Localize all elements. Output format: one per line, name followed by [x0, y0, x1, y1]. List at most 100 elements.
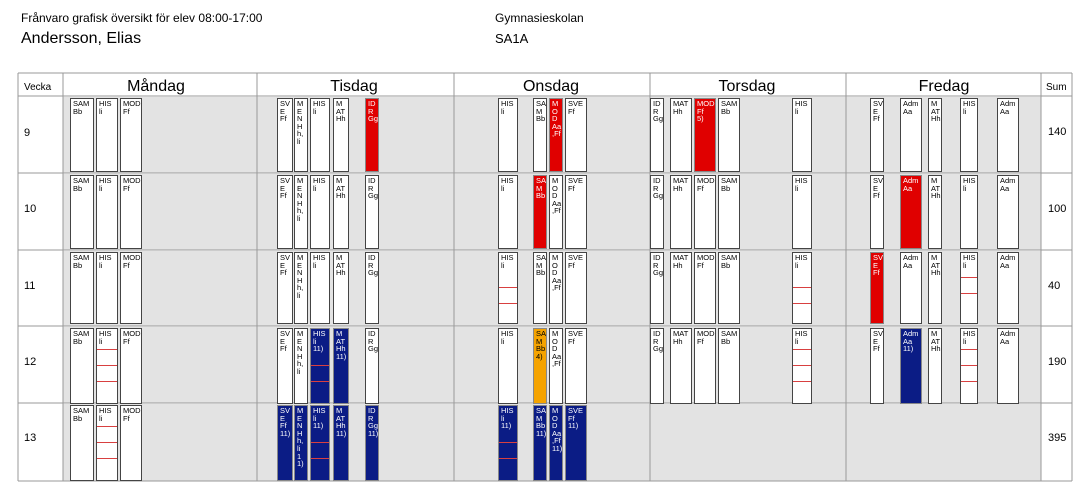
lesson-block: HIS li 11) — [498, 405, 518, 481]
lesson-block: Adm Aa — [997, 98, 1019, 172]
lesson-block: SVE Ff — [565, 98, 587, 172]
week-sum: 395 — [1048, 432, 1067, 444]
lesson-block: SV E Ff — [870, 175, 884, 249]
lesson-block: M O D Aa ,Ff — [549, 98, 563, 172]
lesson-block: M AT Hh 11) — [333, 405, 349, 481]
lesson-block: M E N H h, li — [294, 98, 308, 172]
lesson-block: HIS li — [498, 175, 518, 249]
week-label: 12 — [24, 356, 37, 368]
lesson-block: SAM Bb — [718, 328, 740, 404]
lesson-block: HIS li — [498, 328, 518, 404]
day-header-thursday: Torsdag — [718, 78, 776, 95]
lesson-block: M AT Hh — [928, 328, 942, 404]
lesson-block: Adm Aa — [997, 328, 1019, 404]
lesson-block: M AT Hh — [333, 98, 349, 172]
lesson-block: SAM Bb — [718, 98, 740, 172]
lesson-block: SV E Ff — [277, 98, 293, 172]
lesson-block: SAM Bb — [70, 175, 94, 249]
lesson-block: SAM Bb — [718, 175, 740, 249]
lesson-block: SAM Bb — [70, 328, 94, 404]
lesson-block: SV E Ff 11) — [277, 405, 293, 481]
lesson-block: ID R Gg — [650, 252, 664, 324]
lesson-block: SVE Ff — [565, 328, 587, 404]
lesson-block: MOD Ff — [120, 328, 142, 404]
lesson-block: HIS li — [96, 328, 118, 404]
lesson-block: SAM Bb — [70, 405, 94, 481]
lesson-block: M E N H h, li 1 1) — [294, 405, 308, 481]
report-title: Frånvaro grafisk översikt för elev 08:00… — [21, 11, 263, 25]
lesson-block: Adm Aa — [997, 175, 1019, 249]
lesson-block: MOD Ff — [120, 252, 142, 324]
week-column-header: Vecka — [24, 82, 52, 93]
lesson-block: HIS li — [498, 252, 518, 324]
lesson-block: HIS li — [960, 175, 978, 249]
lesson-block: ID R Gg — [650, 328, 664, 404]
lesson-block: SAM Bb — [70, 252, 94, 324]
sum-column-header: Sum — [1046, 82, 1067, 93]
day-header-friday: Fredag — [918, 78, 970, 95]
lesson-block: HIS li — [310, 98, 330, 172]
lesson-block: HIS li — [792, 175, 812, 249]
lesson-block: HIS li — [310, 252, 330, 324]
lesson-block: MOD Ff — [120, 405, 142, 481]
lesson-block: SV E Ff — [870, 328, 884, 404]
lesson-block: SA M Bb — [533, 98, 547, 172]
lesson-block: MOD Ff — [694, 175, 716, 249]
lesson-block: HIS li — [96, 252, 118, 324]
lesson-block: SA M Bb 4) — [533, 328, 547, 404]
lesson-block: Adm Aa — [900, 252, 922, 324]
lesson-block: SVE Ff 11) — [565, 405, 587, 481]
lesson-block: SV E Ff — [870, 98, 884, 172]
lesson-block: HIS li — [498, 98, 518, 172]
school-name: Gymnasieskolan — [495, 11, 584, 25]
lesson-block: MAT Hh — [670, 175, 692, 249]
student-name: Andersson, Elias — [21, 30, 142, 47]
lesson-block: HIS li 11) — [310, 328, 330, 404]
week-sum: 140 — [1048, 126, 1067, 138]
week-sum: 40 — [1048, 280, 1061, 292]
lesson-block: M AT Hh — [333, 252, 349, 324]
lesson-block: M AT Hh — [333, 175, 349, 249]
lesson-block: ID R Gg — [650, 98, 664, 172]
lesson-block: M AT Hh — [928, 98, 942, 172]
week-label: 9 — [24, 127, 31, 139]
lesson-block: MOD Ff — [120, 175, 142, 249]
week-label: 13 — [24, 432, 37, 444]
day-header-tuesday: Tisdag — [330, 78, 378, 95]
lesson-block: SAM Bb — [718, 252, 740, 324]
lesson-block: SV E Ff — [277, 175, 293, 249]
lesson-block: M E N H h, li — [294, 252, 308, 324]
lesson-block: HIS li 11) — [310, 405, 330, 481]
lesson-block: SV E Ff — [277, 252, 293, 324]
lesson-block: HIS li — [960, 328, 978, 404]
lesson-block: Adm Aa — [997, 252, 1019, 324]
lesson-block: SA M Bb — [533, 252, 547, 324]
lesson-block: Adm Aa — [900, 98, 922, 172]
week-label: 10 — [24, 203, 37, 215]
lesson-block: M O D Aa ,Ff — [549, 175, 563, 249]
lesson-block: ID R Gg — [365, 98, 379, 172]
lesson-block: MAT Hh — [670, 98, 692, 172]
lesson-block: HIS li — [96, 98, 118, 172]
lesson-block: ID R Gg — [365, 252, 379, 324]
lesson-block: M O D Aa ,Ff — [549, 252, 563, 324]
lesson-block: MOD Ff — [694, 328, 716, 404]
lesson-block: MAT Hh — [670, 252, 692, 324]
class-name: SA1A — [495, 31, 529, 46]
day-header-monday: Måndag — [127, 78, 185, 95]
lesson-block: HIS li — [792, 252, 812, 324]
lesson-block: HIS li — [310, 175, 330, 249]
lesson-block: HIS li — [960, 98, 978, 172]
lesson-block: SA M Bb 11) — [533, 405, 547, 481]
week-label: 11 — [24, 280, 36, 292]
lesson-block: HIS li — [96, 405, 118, 481]
lesson-block: ID R Gg — [365, 328, 379, 404]
lesson-block: HIS li — [96, 175, 118, 249]
lesson-block: SA M Bb — [533, 175, 547, 249]
lesson-block: HIS li — [960, 252, 978, 324]
lesson-block: M AT Hh — [928, 175, 942, 249]
lesson-block: M AT Hh 11) — [333, 328, 349, 404]
lesson-block: HIS li — [792, 98, 812, 172]
lesson-block: SVE Ff — [565, 252, 587, 324]
week-sum: 100 — [1048, 203, 1067, 215]
